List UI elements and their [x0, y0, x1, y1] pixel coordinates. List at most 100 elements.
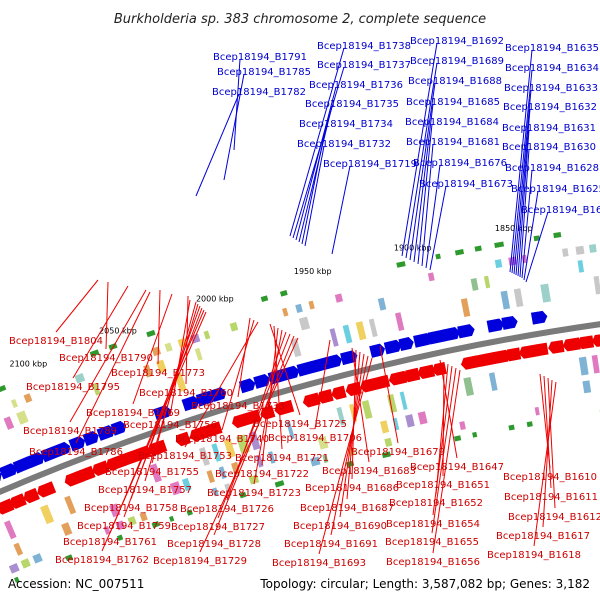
reverse-gene-arrow [10, 493, 27, 509]
annotation-block [575, 245, 585, 255]
reverse-gene-arrow [37, 481, 57, 498]
forward-gene-arrow [110, 420, 127, 436]
leader-line [405, 62, 438, 259]
reverse-gene-arrow [577, 335, 595, 350]
gene-feature-tracks [0, 231, 600, 583]
leader-line [318, 357, 373, 555]
green-marker [453, 435, 462, 442]
reverse-gene-label: Bcep18194_B1612 [508, 512, 600, 523]
reverse-gene-arrow [23, 487, 40, 504]
annotation-block [361, 400, 373, 420]
reverse-gene-arrow [360, 377, 380, 393]
annotation-block [488, 372, 498, 392]
annotation-block [32, 553, 43, 564]
annotation-block [236, 434, 250, 455]
reverse-gene-arrow [460, 355, 480, 370]
reverse-gene-label: Bcep18194_B1726 [180, 504, 274, 515]
leader-line [123, 307, 203, 518]
leader-line [421, 143, 434, 267]
annotation-block [211, 443, 222, 462]
reverse-gene-arrow [432, 361, 447, 376]
annotation-block [267, 451, 276, 464]
forward-gene-arrow [210, 387, 227, 403]
annotation-block [231, 461, 241, 476]
leader-line [533, 381, 557, 547]
map-title: Burkholderia sp. 383 chromosome 2, compl… [114, 12, 486, 27]
annotation-block [417, 411, 428, 425]
forward-gene-arrow [82, 430, 99, 447]
green-marker [396, 261, 406, 268]
leader-line [521, 169, 533, 279]
reverse-gene-arrow [403, 367, 421, 383]
forward-gene-label: Bcep18194_B1619 [521, 205, 600, 216]
annotation-block [591, 354, 600, 374]
reverse-gene-label: Bcep18194_B1761 [63, 537, 157, 548]
leader-line [401, 42, 438, 257]
reverse-gene-arrow [475, 352, 496, 367]
forward-gene-arrow [457, 324, 475, 339]
leader-line [69, 289, 147, 423]
annotation-block [578, 356, 589, 376]
annotation-block [92, 382, 101, 396]
annotation-block [380, 420, 390, 434]
annotation-block [494, 259, 503, 269]
reverse-gene-label: Bcep18194_B1647 [410, 462, 504, 473]
annotation-block [460, 298, 471, 318]
leader-line [55, 279, 99, 333]
annotation-block [582, 380, 592, 394]
annotation-block [248, 474, 260, 485]
green-marker [0, 384, 7, 393]
reverse-gene-arrow [562, 337, 581, 352]
forward-gene-label: Bcep18194_B1688 [408, 76, 502, 87]
annotation-block [16, 410, 29, 425]
reverse-gene-label: Bcep18194_B1727 [171, 522, 265, 533]
leader-line [429, 185, 447, 271]
green-marker [553, 231, 562, 239]
annotation-block [295, 303, 303, 314]
leader-line [417, 123, 433, 265]
reverse-gene-label: Bcep18194_B1733 [191, 401, 285, 412]
reverse-gene-label: Bcep18194_B1686 [305, 483, 399, 494]
reverse-gene-arrow [388, 370, 408, 386]
kbp-tick-label: 1850 kbp [495, 224, 533, 233]
annotation-block [40, 504, 55, 525]
annotation-block [8, 562, 20, 574]
annotation-block [298, 316, 311, 331]
reverse-gene-label: Bcep18194_B1617 [496, 531, 590, 542]
annotation-block [206, 470, 215, 484]
reverse-gene-arrow [78, 465, 96, 482]
forward-gene-arrow [296, 360, 318, 377]
green-marker [146, 329, 156, 338]
accession-text: Accession: NC_007511 [8, 577, 144, 591]
forward-gene-label: Bcep18194_B1719 [323, 159, 417, 170]
annotation-block [181, 477, 192, 492]
reverse-gene-label: Bcep18194_B1786 [29, 447, 123, 458]
reverse-gene-label: Bcep18194_B1762 [55, 555, 149, 566]
reverse-gene-arrow [519, 344, 539, 359]
leader-line [409, 82, 436, 261]
reverse-gene-label: Bcep18194_B1706 [268, 433, 362, 444]
reverse-gene-arrow [331, 385, 347, 400]
reverse-gene-label: Bcep18194_B1790 [59, 353, 153, 364]
annotation-block [534, 406, 540, 416]
green-marker [151, 521, 160, 529]
leader-line [72, 285, 129, 379]
forward-gene-label: Bcep18194_B1689 [410, 56, 504, 67]
forward-gene-arrow [413, 332, 433, 348]
forward-gene-label: Bcep18194_B1633 [504, 83, 598, 94]
forward-gene-arrow [486, 318, 505, 333]
reverse-gene-label: Bcep18194_B1758 [84, 503, 178, 514]
reverse-gene-label: Bcep18194_B1795 [26, 382, 120, 393]
reverse-gene-label: Bcep18194_B1728 [167, 539, 261, 550]
reverse-gene-arrow [489, 349, 509, 365]
annotation-block [203, 330, 211, 340]
annotation-block [322, 454, 329, 464]
forward-gene-label: Bcep18194_B1676 [413, 158, 507, 169]
leader-line [439, 359, 458, 459]
leader-line [298, 105, 333, 243]
leader-line [157, 289, 161, 365]
reverse-gene-arrow [147, 439, 168, 456]
annotation-block [540, 283, 551, 303]
label-leader-lines [55, 42, 557, 555]
annotation-block [149, 463, 162, 483]
